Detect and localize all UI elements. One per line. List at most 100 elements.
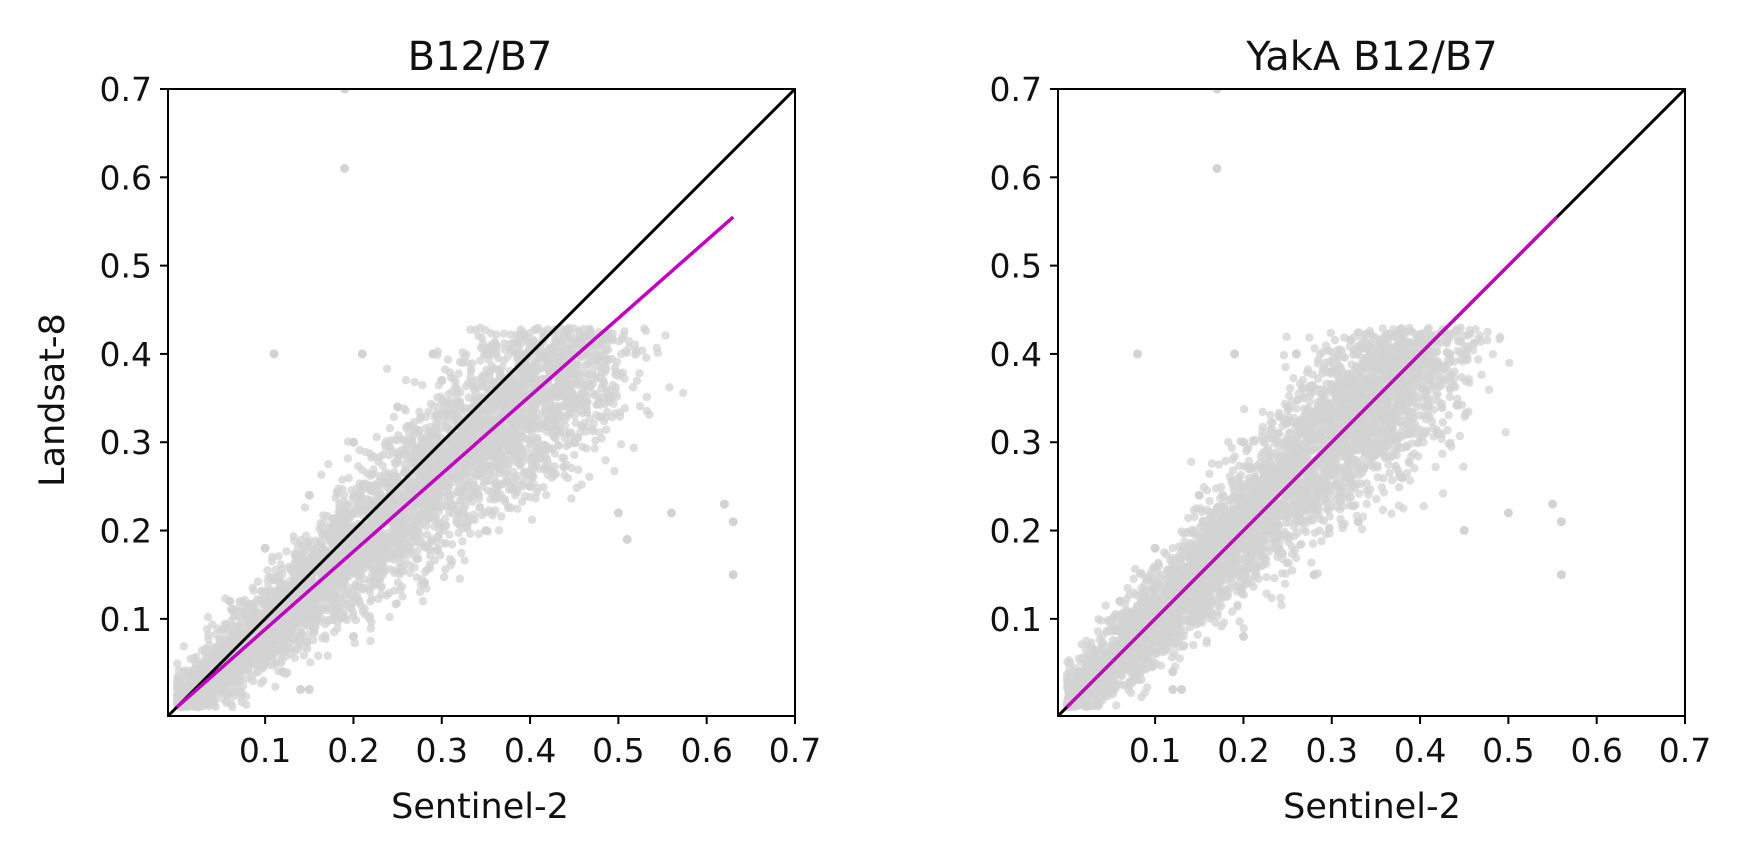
scatter-point xyxy=(554,414,563,423)
x-tick-label: 0.5 xyxy=(592,731,644,770)
scatter-point xyxy=(415,587,425,597)
scatter-point xyxy=(286,635,295,644)
scatter-point xyxy=(458,358,467,368)
scatter-point xyxy=(569,367,578,377)
scatter-point xyxy=(578,352,587,361)
x-tick-label: 0.6 xyxy=(680,731,732,770)
scatter-point xyxy=(422,522,431,531)
scatter-point xyxy=(527,515,537,524)
scatter-point xyxy=(472,394,481,403)
scatter-point xyxy=(436,392,445,401)
scatter-point xyxy=(451,377,460,386)
x-tick-label: 0.2 xyxy=(327,731,379,770)
scatter-point xyxy=(399,566,408,575)
scatter-point xyxy=(393,402,403,412)
scatter-point xyxy=(316,519,325,528)
scatter-point xyxy=(474,529,483,539)
chart-panel-right: YakA B12/B7 0.1 0.2 0.3 0.4 0.5 0.6 0.70.10.20… xyxy=(990,34,1712,827)
scatter-point xyxy=(541,451,550,460)
scatter-point xyxy=(478,377,487,386)
scatter-point xyxy=(562,441,571,451)
scatter-point xyxy=(477,333,486,342)
scatter-point xyxy=(295,563,305,572)
scatter-point xyxy=(415,407,424,416)
scatter-point xyxy=(528,448,537,457)
scatter-point xyxy=(543,325,552,334)
scatter-point xyxy=(199,690,209,700)
scatter-point xyxy=(613,508,623,518)
scatter-point xyxy=(481,437,491,447)
scatter-point xyxy=(237,697,246,707)
scatter-point xyxy=(228,604,237,614)
identity-line xyxy=(168,89,795,716)
scatter-point xyxy=(481,325,490,335)
scatter-point xyxy=(1330,335,1340,345)
scatter-point xyxy=(272,646,281,656)
scatter-point xyxy=(501,470,510,479)
scatter-point xyxy=(393,457,402,466)
scatter-point xyxy=(512,330,521,340)
scatter-point xyxy=(581,381,590,390)
scatter-point xyxy=(340,89,350,94)
scatter-point xyxy=(278,667,288,677)
scatter-point xyxy=(314,584,324,594)
scatter-point xyxy=(299,651,309,660)
scatter-point xyxy=(229,624,238,634)
scatter-point xyxy=(413,546,422,556)
scatter-point xyxy=(340,491,349,500)
y-tick-label: 0.7 xyxy=(100,70,152,109)
scatter-point xyxy=(328,537,337,547)
scatter-point xyxy=(468,497,477,506)
scatter-point xyxy=(341,564,351,574)
scatter-point xyxy=(477,510,487,520)
scatter-point xyxy=(323,651,332,660)
scatter-point xyxy=(642,353,651,362)
axes-frame xyxy=(167,88,796,717)
scatter-point xyxy=(608,412,617,422)
scatter-point xyxy=(257,653,267,662)
scatter-point xyxy=(443,481,453,491)
scatter-point xyxy=(455,518,465,528)
scatter-point xyxy=(260,543,270,553)
scatter-point xyxy=(334,507,343,516)
scatter-point xyxy=(360,604,369,614)
scatter-point xyxy=(324,460,333,469)
scatter-point xyxy=(491,365,501,374)
scatter-point xyxy=(348,608,358,617)
scatter-point xyxy=(377,590,386,599)
scatter-point xyxy=(412,531,421,540)
scatter-point xyxy=(397,582,407,591)
scatter-point xyxy=(624,336,633,346)
scatter-point xyxy=(257,600,267,609)
scatter-point xyxy=(400,468,409,477)
scatter-point xyxy=(577,480,586,489)
scatter-point xyxy=(213,644,222,654)
scatter-point xyxy=(576,389,585,399)
scatter-point xyxy=(554,441,564,450)
scatter-point xyxy=(602,365,611,375)
scatter-point xyxy=(466,529,475,538)
scatter-point xyxy=(424,428,433,437)
scatter-point xyxy=(402,423,411,433)
scatter-point xyxy=(463,468,472,477)
scatter-point xyxy=(525,481,535,491)
scatter-point xyxy=(290,645,299,655)
scatter-point xyxy=(567,494,576,503)
scatter-point xyxy=(635,369,644,378)
scatter-point xyxy=(367,470,376,479)
scatter-point xyxy=(489,449,499,458)
scatter-point xyxy=(622,534,632,544)
scatter-point xyxy=(467,365,476,375)
scatter-point xyxy=(349,437,358,447)
scatter-point xyxy=(629,443,638,452)
scatter-point xyxy=(509,467,518,477)
scatter-point xyxy=(597,351,606,360)
scatter-point xyxy=(302,562,312,572)
scatter-point xyxy=(275,628,284,637)
scatter-point xyxy=(231,611,240,620)
scatter-point xyxy=(481,349,491,359)
scatter-point xyxy=(597,434,606,443)
scatter-point xyxy=(269,349,279,359)
scatter-point xyxy=(486,461,495,470)
scatter-point xyxy=(554,374,563,384)
